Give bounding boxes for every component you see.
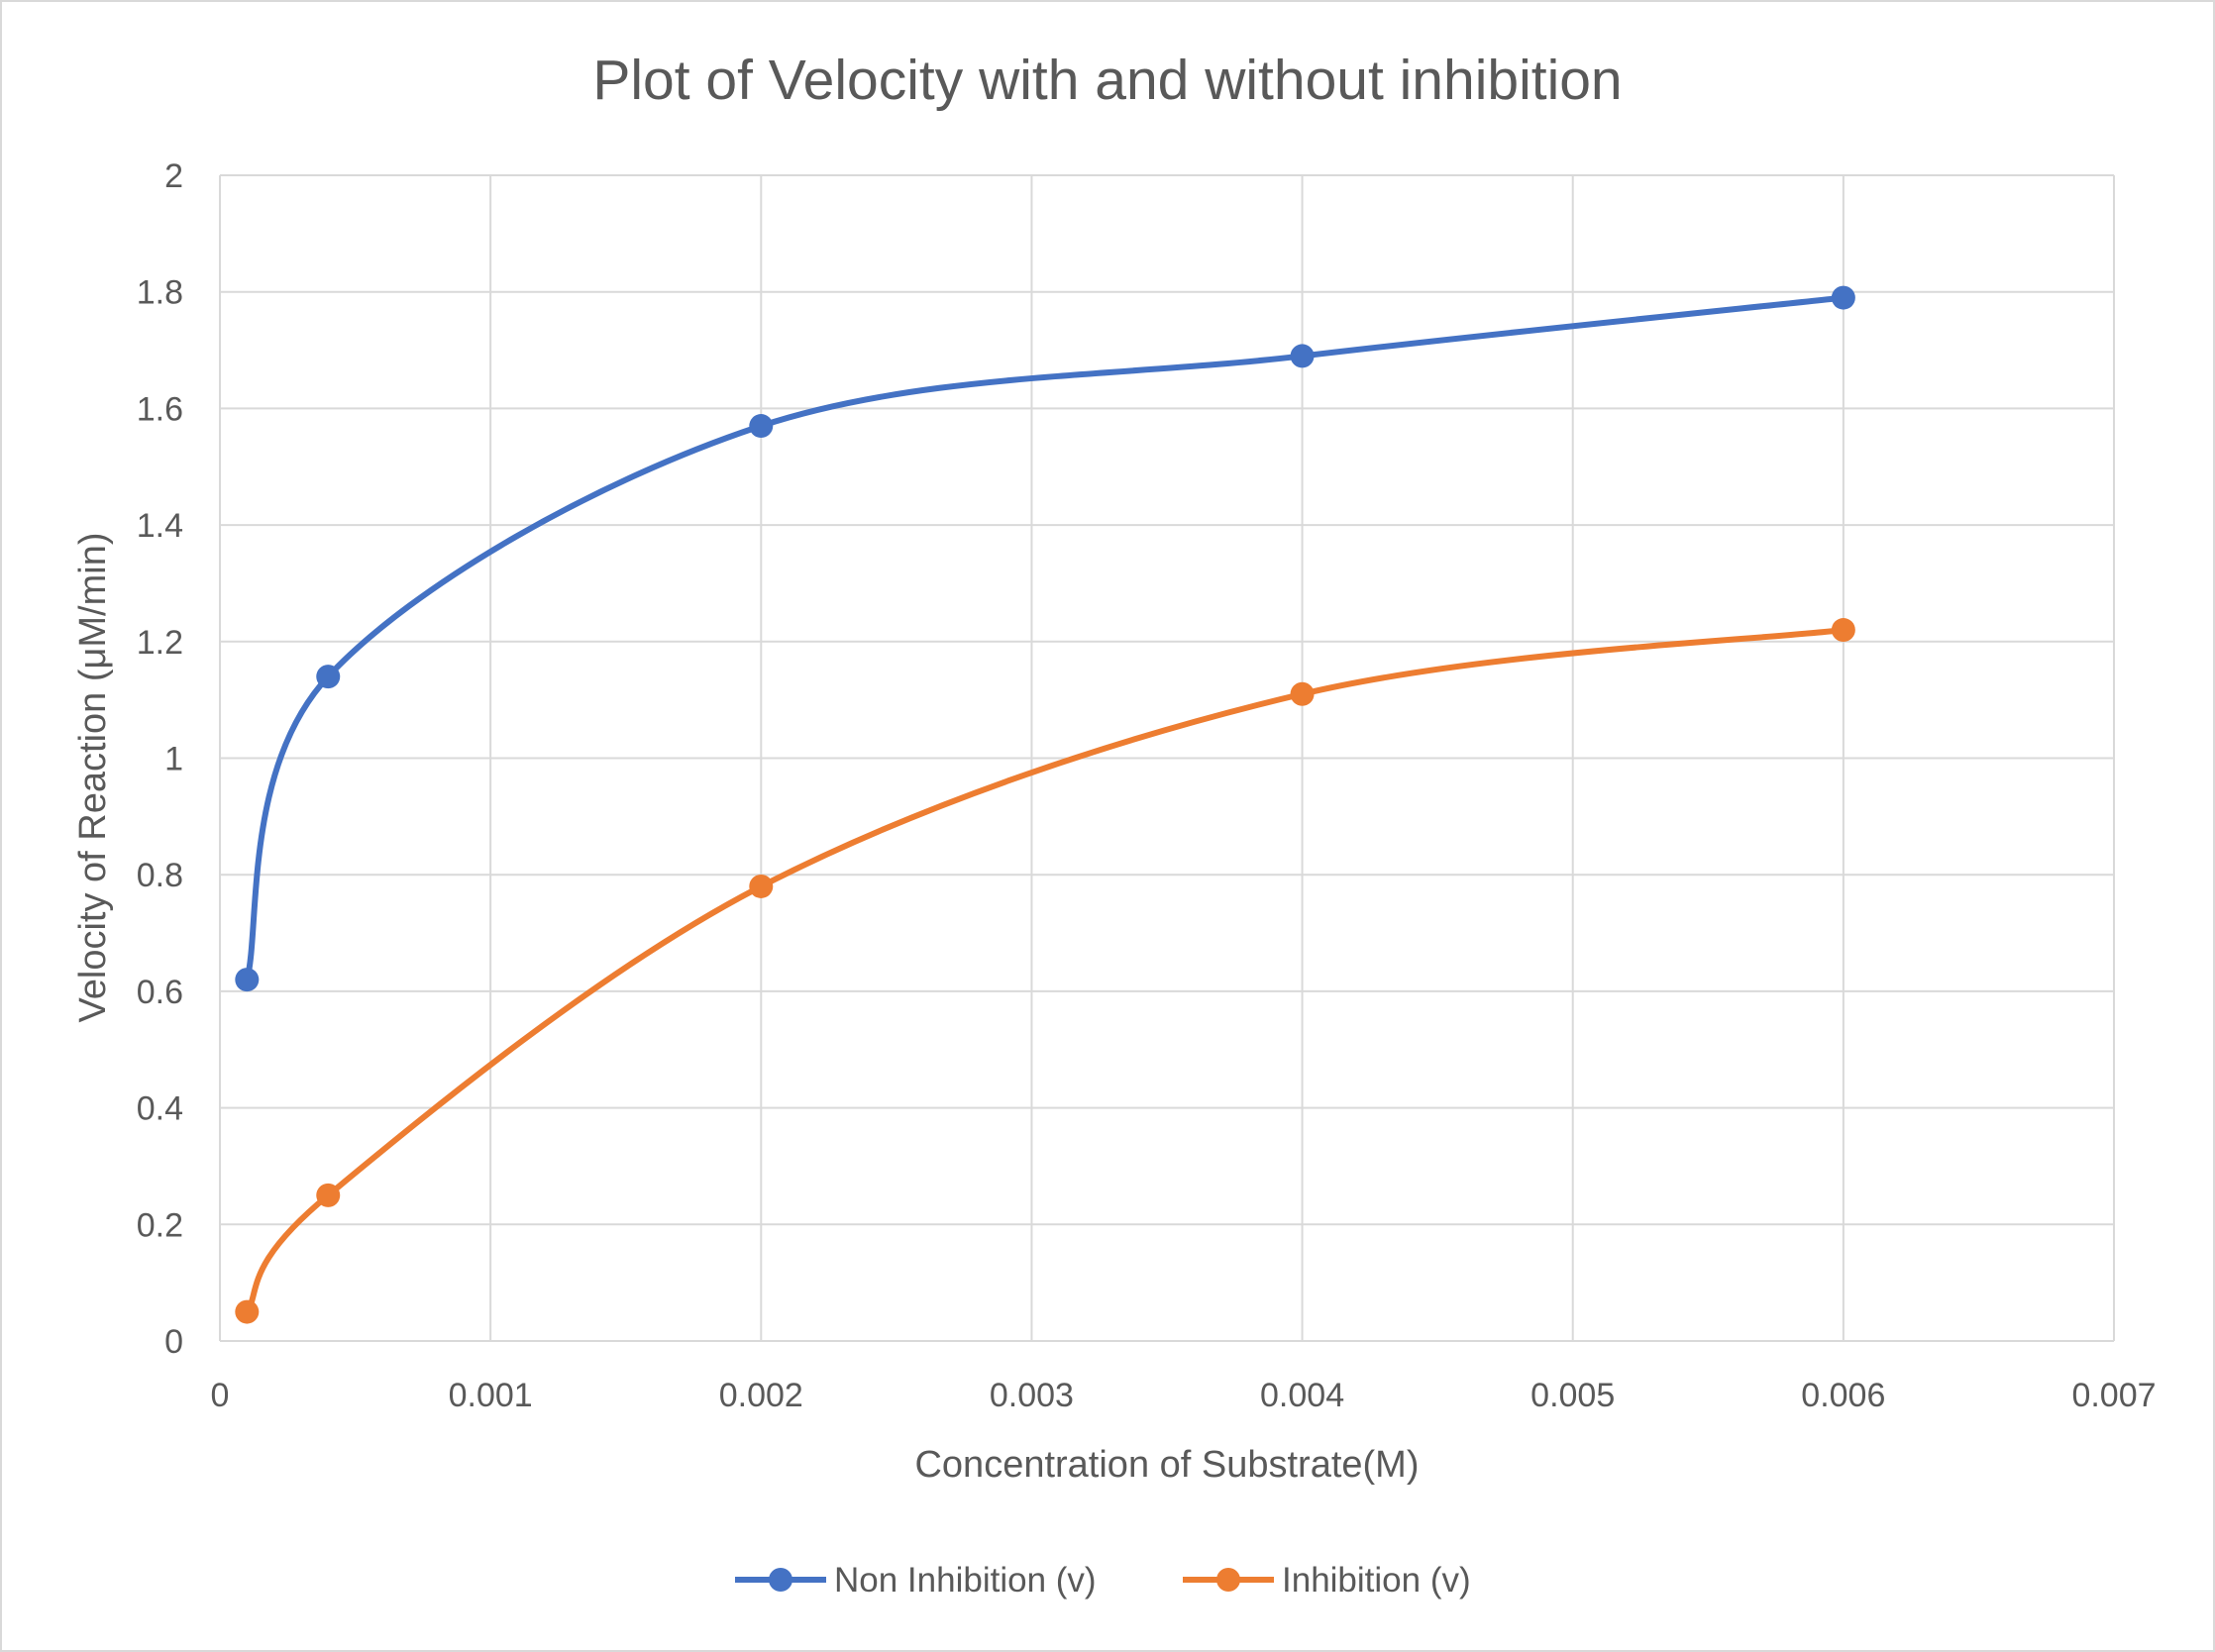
series-line [244,294,1846,983]
data-point [1290,681,1315,706]
series-inhibition [235,618,1855,1324]
y-tick-label: 0.8 [137,857,183,894]
x-tick-label: 0.007 [2071,1377,2156,1414]
legend-entry: Non Inhibition (v) [735,1561,1097,1600]
x-tick-label: 0.002 [719,1377,803,1414]
x-axis-ticks: 0 0.001 0.002 0.003 0.004 0.005 0.006 0.007 [211,1377,2157,1414]
data-point [1290,344,1315,368]
y-tick-label: 0.2 [137,1206,183,1244]
y-tick-label: 2 [164,157,183,195]
x-tick-label: 0 [211,1377,230,1414]
chart-title: Plot of Velocity with and without inhibi… [592,49,1622,112]
y-tick-label: 0.4 [137,1090,183,1128]
legend-entry: Inhibition (v) [1183,1561,1471,1600]
legend-label: Non Inhibition (v) [834,1561,1097,1600]
y-axis-title: Velocity of Reaction (μM/min) [72,533,114,1023]
y-axis-ticks: 0 0.2 0.4 0.6 0.8 1 1.2 1.4 1.6 1.8 2 [137,157,183,1361]
data-point [1831,618,1855,643]
y-tick-label: 0.6 [137,974,183,1011]
y-tick-label: 1.8 [137,274,183,312]
y-tick-label: 1.4 [137,507,183,545]
series-layer [235,285,1855,1324]
x-tick-label: 0.005 [1530,1377,1615,1414]
legend-marker [1216,1568,1240,1592]
y-tick-label: 0 [164,1323,183,1361]
data-point [316,665,341,689]
x-tick-label: 0.006 [1801,1377,1885,1414]
series-non-inhibition [235,285,1855,992]
y-tick-label: 1 [164,741,183,778]
data-point [235,1299,260,1324]
y-tick-label: 1.6 [137,390,183,428]
legend: Non Inhibition (v) Inhibition (v) [735,1561,1471,1600]
data-point [749,874,774,898]
data-point [749,414,774,439]
x-axis-title: Concentration of Substrate(M) [914,1444,1419,1486]
data-point [316,1183,341,1207]
data-point [1831,285,1855,310]
data-point [235,968,260,992]
y-tick-label: 1.2 [137,624,183,662]
x-tick-label: 0.001 [449,1377,533,1414]
x-tick-label: 0.004 [1260,1377,1344,1414]
series-line [244,627,1846,1315]
grid-layer [219,174,2115,1342]
legend-marker [769,1568,792,1592]
x-tick-label: 0.003 [990,1377,1074,1414]
legend-label: Inhibition (v) [1282,1561,1471,1600]
